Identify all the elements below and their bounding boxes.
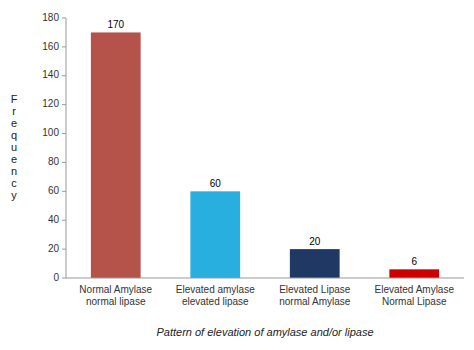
y-tick-label: 80 [48, 156, 60, 167]
chart-container: 0 20 40 60 80 100 120 140 160 180 170 60 20 6 Normal A… [0, 0, 474, 350]
y-tick [62, 75, 66, 76]
y-axis-label-letter: e [11, 117, 17, 129]
y-tick-label: 20 [48, 243, 60, 254]
data-labels: 170 60 20 6 [107, 19, 417, 267]
x-tick-label-line: normal Amylase [279, 296, 351, 307]
bar [290, 249, 340, 278]
y-tick-label: 180 [42, 12, 59, 23]
y-tick [62, 104, 66, 105]
y-axis-label-letter: y [11, 189, 17, 201]
y-tick-label: 40 [48, 214, 60, 225]
x-tick-label: Elevated AmylaseNormal Lipase [375, 284, 455, 307]
y-tick-label: 100 [42, 127, 59, 138]
data-label: 20 [309, 236, 321, 247]
x-axis: Normal Amylasenormal lipase Elevated amyl… [66, 278, 464, 307]
bars [91, 32, 439, 278]
y-axis-label-letter: c [11, 177, 17, 189]
bar [190, 191, 240, 278]
y-tick-label: 160 [42, 41, 59, 52]
x-tick-label-line: normal lipase [86, 296, 146, 307]
chart-svg: 0 20 40 60 80 100 120 140 160 180 170 60 20 6 Normal A… [0, 0, 474, 350]
x-tick-label-line: Normal Lipase [382, 296, 447, 307]
x-tick-label-line: Normal Amylase [79, 284, 152, 295]
bar [389, 269, 439, 278]
y-tick [62, 278, 66, 279]
y-axis-label: Frequency [11, 93, 18, 201]
x-tick-label: Normal Amylasenormal lipase [79, 284, 152, 307]
y-tick [62, 133, 66, 134]
bar [91, 32, 141, 278]
data-label: 6 [411, 256, 417, 267]
y-tick [62, 191, 66, 192]
y-tick [62, 162, 66, 163]
x-axis-line [66, 278, 464, 279]
y-axis-label-letter: e [11, 153, 17, 165]
y-tick [62, 220, 66, 221]
x-tick-label: Elevated Lipasenormal Amylase [279, 284, 351, 307]
x-tick-label-line: Elevated amylase [176, 284, 255, 295]
x-tick-label-line: Elevated Amylase [375, 284, 455, 295]
x-tick-label-line: Elevated Lipase [279, 284, 351, 295]
x-tick-label-line: elevated lipase [182, 296, 249, 307]
data-label: 170 [107, 19, 124, 30]
y-tick-label: 0 [53, 272, 59, 283]
y-tick [62, 18, 66, 19]
y-tick-label: 60 [48, 185, 60, 196]
y-tick-label: 120 [42, 98, 59, 109]
y-axis-label-letter: q [11, 129, 17, 141]
y-tick-label: 140 [42, 69, 59, 80]
data-label: 60 [210, 178, 222, 189]
y-axis-label-letter: r [12, 105, 16, 117]
y-axis-line [66, 18, 67, 278]
y-axis-label-letter: F [11, 93, 18, 105]
y-axis-label-letter: n [11, 165, 17, 177]
y-tick [62, 46, 66, 47]
x-tick-label: Elevated amylaseelevated lipase [176, 284, 255, 307]
y-axis-label-letter: u [11, 141, 17, 153]
y-tick [62, 249, 66, 250]
x-axis-label: Pattern of elevation of amylase and/or l… [156, 326, 373, 338]
y-axis: 0 20 40 60 80 100 120 140 160 180 [42, 12, 66, 283]
